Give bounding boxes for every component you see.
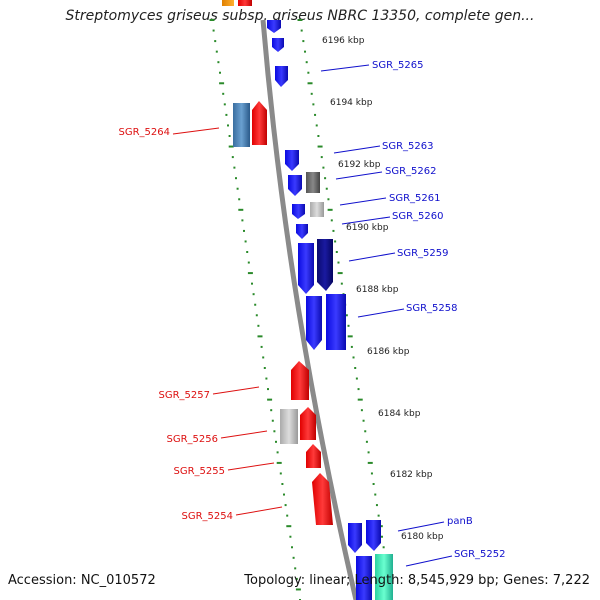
gene-arrow: [326, 294, 346, 350]
kbp-label: 6188 kbp: [356, 285, 399, 295]
map-title: Streptomyces griseus subsp. griseus NBRC…: [65, 8, 535, 24]
gene-label: SGR_5262: [385, 166, 437, 177]
gene-arrow: [288, 175, 302, 196]
gene-arrow: [291, 361, 309, 400]
gene-label: SGR_5263: [382, 141, 434, 152]
gene-arrow: [300, 407, 316, 440]
gene-label: SGR_5254: [182, 511, 234, 522]
gene-label: SGR_5261: [389, 193, 441, 204]
kbp-label: 6180 kbp: [401, 532, 444, 542]
genome-backbone: [260, 19, 359, 600]
gene-arrow: [280, 409, 298, 444]
gene-arrow: [222, 0, 234, 6]
gene-arrow: [306, 172, 320, 193]
forward-gene-labels: SGR_5265 SGR_5263 SGR_5262 SGR_5261 SGR_…: [320, 60, 506, 567]
kbp-label: 6194 kbp: [330, 98, 373, 108]
gene-arrow: [310, 202, 324, 217]
gene-label: panB: [447, 516, 473, 527]
gene-arrow: [366, 520, 381, 551]
genome-summary: Topology: linear; Length: 8,545,929 bp; …: [244, 573, 590, 588]
kbp-label: 6196 kbp: [322, 36, 365, 46]
gene-arrow: [296, 224, 308, 239]
gene-arrow: [272, 38, 284, 52]
kbp-label: 6182 kbp: [390, 470, 433, 480]
gene-label: SGR_5255: [174, 466, 226, 477]
gene-arrow: [312, 473, 333, 525]
kbp-label: 6186 kbp: [367, 347, 410, 357]
gene-arrow: [306, 444, 321, 468]
accession-text: Accession: NC_010572: [8, 573, 156, 588]
gene-label: SGR_5252: [454, 549, 506, 560]
gene-arrow: [238, 0, 252, 6]
gene-arrow: [267, 20, 281, 33]
gene-label: SGR_5265: [372, 60, 424, 71]
gene-arrow: [375, 554, 393, 600]
gene-label: SGR_5256: [167, 434, 219, 445]
gene-label: SGR_5260: [392, 211, 444, 222]
gene-arrow: [356, 556, 372, 600]
gene-arrow: [275, 66, 288, 87]
kbp-label: 6184 kbp: [378, 409, 421, 419]
reverse-genes[interactable]: [222, 0, 333, 525]
gene-label: SGR_5257: [159, 390, 211, 401]
gene-arrow: [298, 243, 314, 294]
gene-label: SGR_5258: [406, 303, 458, 314]
gene-label: SGR_5259: [397, 248, 449, 259]
gene-arrow: [252, 101, 267, 145]
gene-arrow: [285, 150, 299, 171]
gene-arrow: [292, 204, 305, 219]
kbp-label: 6190 kbp: [346, 223, 389, 233]
reverse-gene-labels: SGR_5264 SGR_5257 SGR_5256 SGR_5255 SGR_…: [119, 127, 283, 522]
gene-arrow: [233, 103, 250, 147]
kbp-label: 6192 kbp: [338, 160, 381, 170]
forward-genes[interactable]: [267, 20, 393, 600]
gene-arrow: [317, 239, 333, 291]
kbp-scale: 6196 kbp 6194 kbp 6192 kbp 6190 kbp 6188…: [322, 36, 444, 542]
gene-arrow: [306, 296, 322, 350]
gene-label: SGR_5264: [119, 127, 171, 138]
gene-arrow: [348, 523, 362, 553]
